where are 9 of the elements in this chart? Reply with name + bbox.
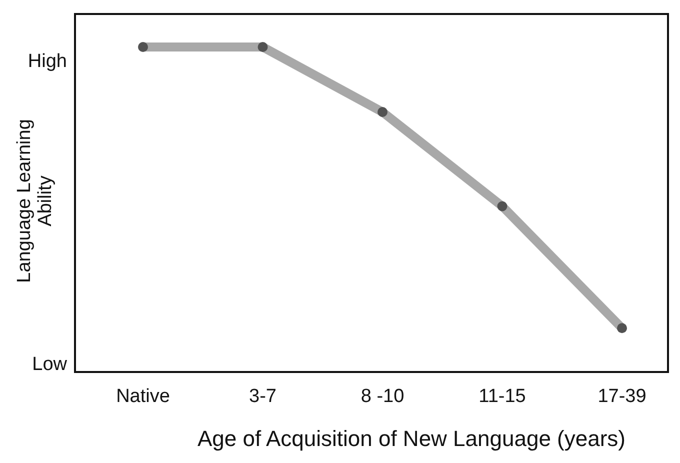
x-axis-title: Age of Acquisition of New Language (years) bbox=[197, 426, 626, 451]
y-axis-title: Language Learning Ability bbox=[14, 119, 56, 283]
x-tick-label: 11-15 bbox=[478, 386, 526, 407]
text: High bbox=[28, 51, 67, 72]
x-tick-label: Native bbox=[116, 386, 170, 407]
x-tick-label: 3-7 bbox=[249, 386, 276, 407]
x-tick-label: 8 -10 bbox=[360, 386, 404, 407]
text: Low bbox=[32, 354, 68, 376]
x-tick-label: 17-39 bbox=[598, 386, 646, 407]
